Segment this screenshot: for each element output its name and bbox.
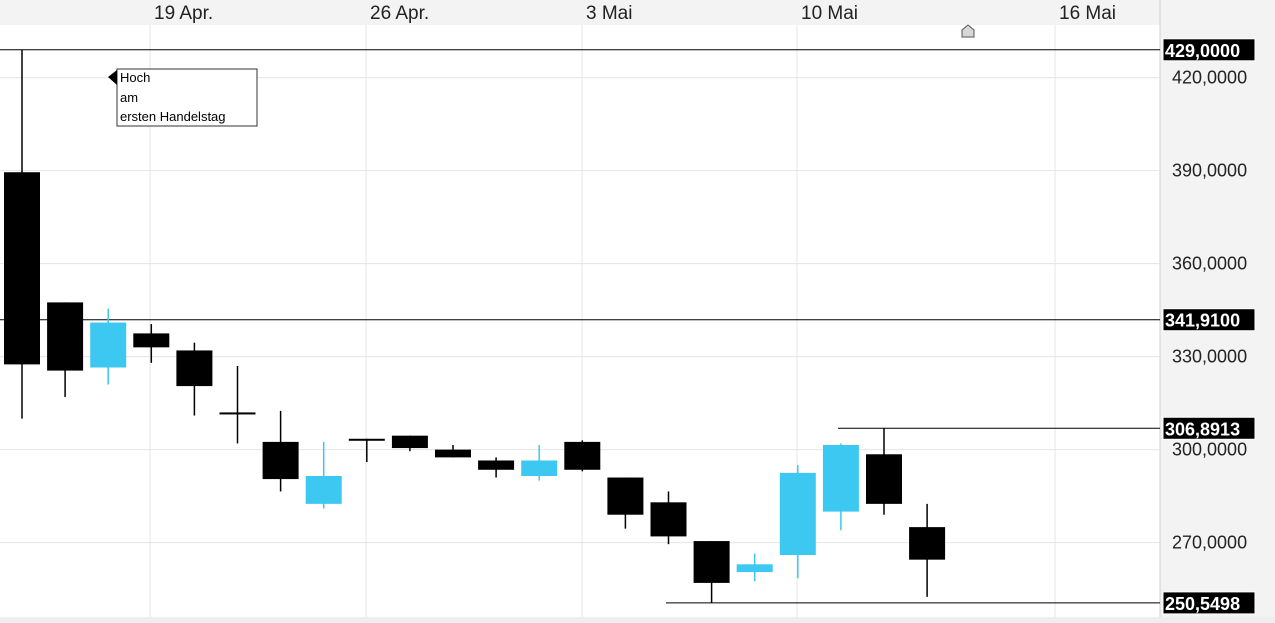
- candle-body-down: [391, 435, 428, 449]
- candle-body-down: [133, 333, 170, 348]
- x-axis-header-band: [0, 0, 1160, 25]
- candle-body-up: [90, 322, 127, 368]
- candle-body-down: [348, 438, 385, 441]
- candle-body-up: [822, 444, 859, 512]
- x-tick-label: 19 Apr.: [154, 3, 213, 24]
- level-label-box: [1162, 38, 1256, 62]
- y-tick-label: 330,0000: [1172, 347, 1247, 367]
- candle-body-down: [866, 454, 902, 504]
- y-tick-label: 270,0000: [1172, 533, 1247, 553]
- candle-body-down: [478, 460, 515, 470]
- candle-body-down: [564, 441, 601, 470]
- level-label: 429,0000: [1165, 41, 1240, 61]
- candle-body-down: [607, 477, 644, 515]
- candle-body-down: [47, 302, 84, 371]
- x-tick-label: 3 Mai: [586, 3, 632, 24]
- level-label-box: [1162, 308, 1256, 332]
- candle-body-up: [521, 460, 558, 476]
- x-axis-labels: 19 Apr. 26 Apr. 3 Mai 10 Mai 16 Mai: [154, 3, 1116, 24]
- level-label-box: [1162, 591, 1256, 615]
- annotation-line-2: am: [120, 90, 138, 105]
- scroll-marker-icon[interactable]: [961, 24, 975, 38]
- y-tick-label: 390,0000: [1172, 161, 1247, 181]
- y-tick-label: 300,0000: [1172, 440, 1247, 460]
- x-tick-label: 26 Apr.: [370, 3, 429, 24]
- level-label: 306,8913: [1165, 419, 1240, 439]
- annotation-line-3: ersten Handelstag: [120, 109, 226, 124]
- y-tick-label: 420,0000: [1172, 68, 1247, 88]
- level-label-box: [1162, 416, 1256, 440]
- candle-body-down: [909, 527, 946, 560]
- candles: [4, 49, 946, 604]
- candle-body-down: [219, 412, 256, 415]
- candle-body-up: [736, 564, 773, 573]
- annotation-line-1: Hoch: [120, 70, 150, 85]
- level-label: 341,9100: [1165, 311, 1240, 331]
- x-tick-label: 16 Mai: [1059, 3, 1116, 24]
- candle-body-down: [4, 172, 40, 365]
- annotation-box: [116, 68, 258, 127]
- candle-body-up: [305, 475, 342, 504]
- candle-body-down: [262, 441, 299, 480]
- y-axis-labels: 420,0000 390,0000 360,0000 330,0000 300,0000…: [1172, 68, 1247, 553]
- high-annotation: Hoch am ersten Handelstag: [108, 68, 258, 127]
- bottom-band: [0, 617, 1275, 623]
- y-tick-label: 360,0000: [1172, 254, 1247, 274]
- x-tick-label: 10 Mai: [801, 3, 858, 24]
- candle-body-down: [693, 541, 730, 583]
- candle-body-down: [650, 502, 687, 537]
- annotation-pointer-icon: [108, 70, 117, 85]
- level-labels: 429,0000 341,9100 306,8913 250,5498: [1162, 38, 1256, 615]
- candle-body-down: [435, 449, 471, 458]
- candle-body-up: [779, 472, 816, 556]
- level-lines: [0, 49, 1160, 604]
- level-label: 250,5498: [1165, 594, 1240, 614]
- candle-body-down: [176, 350, 213, 387]
